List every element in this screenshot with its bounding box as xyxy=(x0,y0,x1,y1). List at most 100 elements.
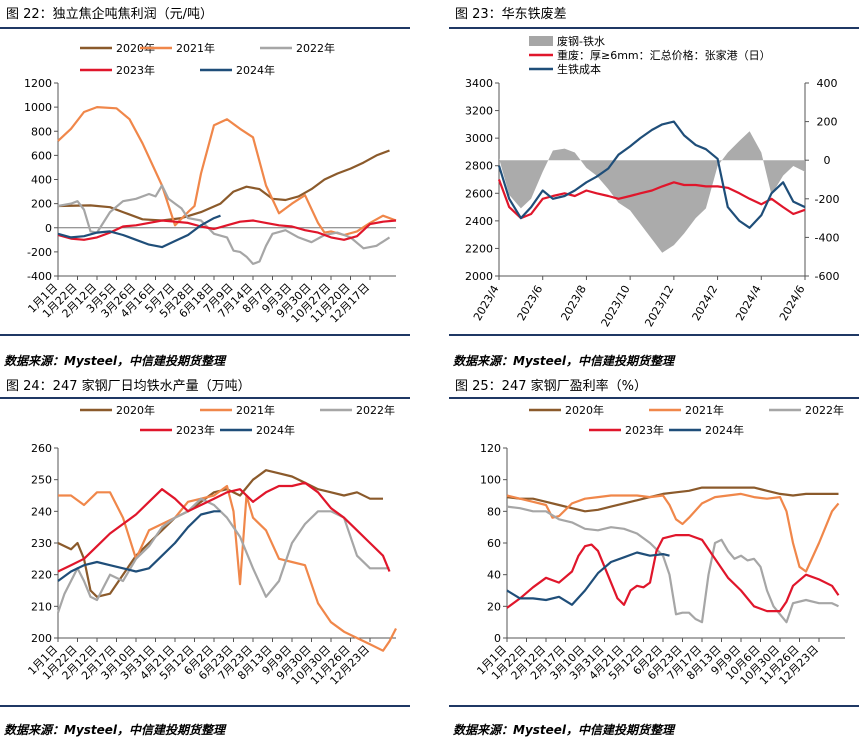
bottom-rule xyxy=(0,705,410,707)
y-tick-label: 250 xyxy=(31,474,52,487)
legend-label: 2023年 xyxy=(176,423,215,437)
x-tick-label: 2024/2 xyxy=(690,283,721,323)
y-tick-label: -400 xyxy=(27,270,52,283)
figure-title: 图 25：247 家钢厂盈利率（%） xyxy=(455,379,647,394)
y-tick-label: 120 xyxy=(480,442,501,455)
series-line-1 xyxy=(506,492,840,573)
y2-tick-label: -200 xyxy=(815,193,840,206)
y-tick-label: 20 xyxy=(487,600,501,613)
y-tick-label: 200 xyxy=(31,632,52,645)
y-tick-label: 400 xyxy=(31,174,52,187)
y-tick-label: 60 xyxy=(487,537,501,550)
x-tick-label: 2023/4 xyxy=(471,283,502,323)
title-rule xyxy=(449,27,859,29)
y-tick-label: 2000 xyxy=(465,270,493,283)
source-note: 数据来源：Mysteel，中信建投期货整理 xyxy=(4,723,226,737)
y-tick-label: 3200 xyxy=(465,105,493,118)
legend-label: 生铁成本 xyxy=(557,62,601,76)
chart-svg: 20002200240026002800300032003400-600-400… xyxy=(465,34,840,329)
y-tick-label: 3400 xyxy=(465,77,493,90)
chart-svg: -400-2000200400600800100012001月1日1月22日2月… xyxy=(24,41,397,325)
y-tick-label: 0 xyxy=(45,222,52,235)
series-line-4 xyxy=(57,214,221,249)
y-tick-label: 0 xyxy=(494,632,501,645)
title-rule xyxy=(0,397,410,399)
legend-label: 2024年 xyxy=(236,63,275,77)
series-line-1 xyxy=(58,484,397,652)
legend-label: 2021年 xyxy=(236,403,275,417)
x-tick-label: 2023/8 xyxy=(558,283,589,323)
source-note: 数据来源：Mysteel，中信建投期货整理 xyxy=(453,723,675,737)
chart-svg: 2002102202302402502601月1日1月22日2月12日2月17日… xyxy=(25,403,397,687)
title-rule xyxy=(0,27,410,29)
legend-label: 2023年 xyxy=(625,423,664,437)
y-tick-label: 800 xyxy=(31,125,52,138)
bottom-rule xyxy=(449,334,859,336)
series-area-0 xyxy=(499,131,805,253)
y2-tick-label: 200 xyxy=(817,116,838,129)
y-tick-label: 600 xyxy=(31,149,52,162)
legend-label: 2022年 xyxy=(805,403,844,417)
legend-label: 2020年 xyxy=(116,403,155,417)
y-tick-label: 2800 xyxy=(465,160,493,173)
x-tick-label: 2024/6 xyxy=(777,283,808,323)
series-line-3 xyxy=(57,219,397,241)
y2-tick-label: -400 xyxy=(815,231,840,244)
chart-svg: 0204060801001201月1日1月22日2月12日2月17日3月10日3… xyxy=(474,403,845,687)
chart-panel-23: 图 23：华东铁废差 2000 2200 2400 2600 2800 3000 3200 3… xyxy=(449,0,859,372)
series-line-0 xyxy=(506,486,839,513)
chart-panel-22: 图 22：独立焦企吨焦利润（元/吨） -400 -200 0 200 400 600 800… xyxy=(0,0,410,372)
series-line-0 xyxy=(57,149,390,222)
series-line-2 xyxy=(506,505,839,624)
y-tick-label: 210 xyxy=(31,600,52,613)
legend-label: 重废：厚≥6mm：汇总价格：张家港（日） xyxy=(557,48,771,62)
chart-panel-25: 图 25：247 家钢厂盈利率（%） 0 20 40 60 80 100 120 1月1日 1月… xyxy=(449,372,859,742)
y-tick-label: 80 xyxy=(487,505,501,518)
figure-title: 图 24：247 家钢厂日均铁水产量（万吨） xyxy=(6,379,251,394)
series-line-3 xyxy=(506,534,840,613)
y-tick-label: 200 xyxy=(31,198,52,211)
source-note: 数据来源：Mysteel，中信建投期货整理 xyxy=(453,354,675,368)
series-line-2 xyxy=(57,184,391,265)
y-tick-label: 2600 xyxy=(465,187,493,200)
series-line-3 xyxy=(57,481,391,573)
y-tick-label: 230 xyxy=(31,537,52,550)
y-tick-label: 260 xyxy=(31,442,52,455)
y-tick-label: 100 xyxy=(480,474,501,487)
legend-label: 废钢-铁水 xyxy=(557,34,605,48)
source-note: 数据来源：Mysteel，中信建投期货整理 xyxy=(4,354,226,368)
y2-tick-label: 0 xyxy=(824,154,831,167)
legend-label: 2023年 xyxy=(116,63,155,77)
x-tick-label: 2023/6 xyxy=(515,283,546,323)
legend-label: 2022年 xyxy=(356,403,395,417)
y2-tick-label: -600 xyxy=(815,270,840,283)
x-tick-label: 2023/12 xyxy=(642,283,676,329)
legend-label: 2021年 xyxy=(176,41,215,55)
bottom-rule xyxy=(449,705,859,707)
y-tick-label: 240 xyxy=(31,505,52,518)
bottom-rule xyxy=(0,334,410,336)
x-tick-label: 2024/4 xyxy=(733,283,764,323)
legend-label: 2024年 xyxy=(256,423,295,437)
y-tick-label: -200 xyxy=(27,246,52,259)
y-tick-label: 220 xyxy=(31,569,52,582)
legend-label: 2020年 xyxy=(116,41,155,55)
y2-tick-label: 400 xyxy=(817,77,838,90)
legend-swatch xyxy=(529,36,553,46)
series-line-0 xyxy=(57,469,383,598)
y-tick-label: 40 xyxy=(487,569,501,582)
figure-title: 图 23：华东铁废差 xyxy=(455,7,567,22)
series-line-2 xyxy=(497,120,806,229)
series-line-4 xyxy=(506,551,670,606)
legend-label: 2020年 xyxy=(565,403,604,417)
legend-label: 2021年 xyxy=(685,403,724,417)
title-rule xyxy=(449,397,859,399)
legend-label: 2022年 xyxy=(296,41,335,55)
y-tick-label: 1000 xyxy=(24,101,52,114)
y-tick-label: 2200 xyxy=(465,242,493,255)
figure-title: 图 22：独立焦企吨焦利润（元/吨） xyxy=(6,7,214,22)
y-tick-label: 3000 xyxy=(465,132,493,145)
y-tick-label: 2400 xyxy=(465,215,493,228)
chart-panel-24: 图 24：247 家钢厂日均铁水产量（万吨） 200 210 220 230 240 25… xyxy=(0,372,410,742)
legend-label: 2024年 xyxy=(705,423,744,437)
